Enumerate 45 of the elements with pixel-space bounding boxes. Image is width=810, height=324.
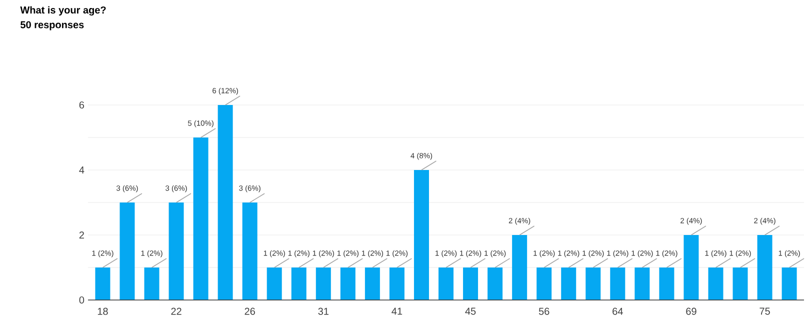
- bar: [340, 268, 356, 300]
- bar: [757, 235, 772, 300]
- bar: [316, 268, 331, 300]
- bar: [610, 268, 626, 300]
- bar: [438, 268, 454, 300]
- x-tick-label: 22: [171, 308, 182, 315]
- x-tick-label: 75: [760, 308, 770, 315]
- chart-subtitle: 50 responses: [20, 21, 84, 30]
- bar: [266, 268, 282, 300]
- y-tick-label: 6: [79, 101, 84, 109]
- bar: [732, 268, 748, 300]
- x-tick-label: 31: [318, 308, 328, 315]
- y-tick-label: 0: [79, 296, 84, 304]
- x-tick-label: 64: [612, 308, 623, 315]
- y-tick-label: 4: [79, 166, 84, 174]
- bar: [536, 268, 552, 300]
- bar: [586, 268, 601, 300]
- bar: [120, 202, 135, 300]
- y-tick-label: 2: [79, 232, 84, 238]
- bar: [291, 268, 306, 300]
- x-tick-label: 56: [538, 308, 550, 315]
- bar: [463, 268, 478, 300]
- bar: [561, 268, 576, 300]
- bar: [168, 202, 184, 300]
- bar: [708, 268, 724, 300]
- bar: [512, 235, 528, 300]
- x-tick-label: 41: [392, 308, 402, 315]
- chart-title: What is your age?: [20, 6, 106, 16]
- x-tick-label: 45: [465, 308, 476, 315]
- bar: [389, 268, 404, 300]
- x-tick-label: 69: [686, 308, 696, 315]
- bar: [634, 268, 650, 300]
- bar: [659, 268, 674, 300]
- bar: [95, 268, 110, 300]
- bar: [242, 202, 258, 300]
- x-tick-label: 18: [98, 308, 108, 315]
- bar: [193, 138, 208, 300]
- bar: [414, 170, 429, 300]
- bar: [144, 268, 160, 300]
- bar: [218, 105, 233, 300]
- bar: [364, 268, 380, 300]
- bar: [684, 235, 699, 300]
- bar: [782, 268, 797, 300]
- bar: [488, 268, 503, 300]
- x-tick-label: 26: [244, 308, 255, 315]
